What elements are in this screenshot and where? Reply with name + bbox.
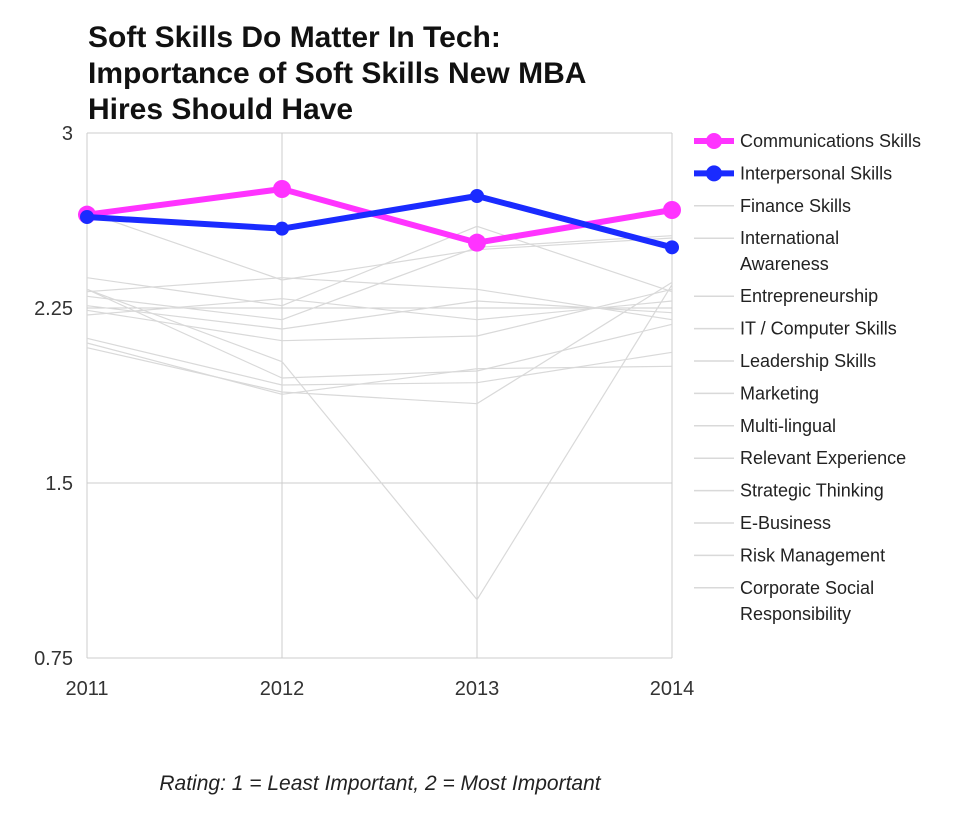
series-line <box>86 193 673 251</box>
series-3 <box>86 225 673 307</box>
series-2 <box>86 211 673 281</box>
series-line <box>86 186 673 246</box>
series-0 <box>78 180 681 252</box>
legend-item: Relevant Experience <box>694 448 906 468</box>
legend-item: International Awareness <box>694 228 839 274</box>
axis-labels: 0.75 1.5 2.25 3 2011 2012 2013 2014 <box>34 123 694 700</box>
legend-item: Finance Skills <box>694 196 851 216</box>
data-point <box>470 189 484 203</box>
chart-caption: Rating: 1 = Least Important, 2 = Most Im… <box>159 772 601 795</box>
chart-title: Soft Skills Do Matter In Tech: Importanc… <box>88 20 688 128</box>
legend-item: Leadership Skills <box>694 351 876 371</box>
legend-label: Strategic Thinking <box>740 481 884 501</box>
series-line <box>86 211 673 281</box>
legend-item: IT / Computer Skills <box>694 319 897 339</box>
legend-item: Marketing <box>694 383 819 403</box>
legend: Communications Skills Interpersonal Skill… <box>694 131 921 624</box>
data-point <box>468 233 486 252</box>
series-line <box>86 298 673 321</box>
series-line <box>86 225 673 307</box>
legend-label: Relevant Experience <box>740 448 906 468</box>
legend-label: Marketing <box>740 383 819 403</box>
legend-label: Awareness <box>740 254 829 274</box>
legend-item: Risk Management <box>694 545 885 565</box>
series-line <box>86 235 673 321</box>
series-line <box>86 300 673 330</box>
series-11 <box>86 288 673 379</box>
legend-label: International <box>740 228 839 248</box>
x-tick-label: 2011 <box>65 678 108 700</box>
legend-item: Multi-lingual <box>694 416 836 436</box>
series-10 <box>86 342 673 395</box>
legend-swatch-dot <box>706 133 722 149</box>
x-tick-label: 2012 <box>260 678 305 700</box>
data-point <box>273 180 291 198</box>
series-6 <box>86 235 673 321</box>
legend-label: Leadership Skills <box>740 351 876 371</box>
legend-item: Strategic Thinking <box>694 481 884 501</box>
legend-label: Finance Skills <box>740 196 851 216</box>
data-point <box>275 221 289 236</box>
legend-label: Communications Skills <box>740 131 921 151</box>
data-point <box>665 240 679 255</box>
series-layer <box>78 180 681 601</box>
series-1 <box>80 189 679 255</box>
legend-label: Interpersonal Skills <box>740 163 892 183</box>
series-12 <box>86 281 673 405</box>
legend-item: Communications Skills <box>694 131 921 151</box>
chart-title-line-3: Hires Should Have <box>88 93 354 126</box>
x-tick-label: 2014 <box>650 678 695 700</box>
legend-swatch-dot <box>706 165 722 182</box>
chart-title-line-1: Soft Skills Do Matter In Tech: <box>88 21 501 54</box>
data-point <box>80 210 94 224</box>
legend-item: Corporate Social Responsibility <box>694 578 874 624</box>
legend-label: Responsibility <box>740 604 851 624</box>
legend-item: Interpersonal Skills <box>694 163 892 183</box>
y-tick-label: 3 <box>62 123 73 145</box>
legend-item: Entrepreneurship <box>694 286 878 306</box>
y-tick-label: 0.75 <box>34 648 73 670</box>
legend-label: E-Business <box>740 513 831 533</box>
series-7 <box>86 300 673 330</box>
series-13 <box>86 284 673 601</box>
data-point <box>663 201 681 219</box>
series-line <box>86 342 673 395</box>
legend-label: Risk Management <box>740 545 885 565</box>
chart-title-line-2: Importance of Soft Skills New MBA <box>88 57 587 90</box>
legend-label: Corporate Social <box>740 578 874 598</box>
legend-label: Multi-lingual <box>740 416 836 436</box>
y-tick-label: 1.5 <box>45 473 73 495</box>
legend-label: IT / Computer Skills <box>740 319 897 339</box>
series-line <box>86 284 673 601</box>
legend-label: Entrepreneurship <box>740 286 878 306</box>
series-line <box>86 288 673 379</box>
x-tick-label: 2013 <box>455 678 500 700</box>
series-5 <box>86 298 673 321</box>
legend-item: E-Business <box>694 513 831 533</box>
series-line <box>86 281 673 405</box>
y-tick-label: 2.25 <box>34 298 73 320</box>
